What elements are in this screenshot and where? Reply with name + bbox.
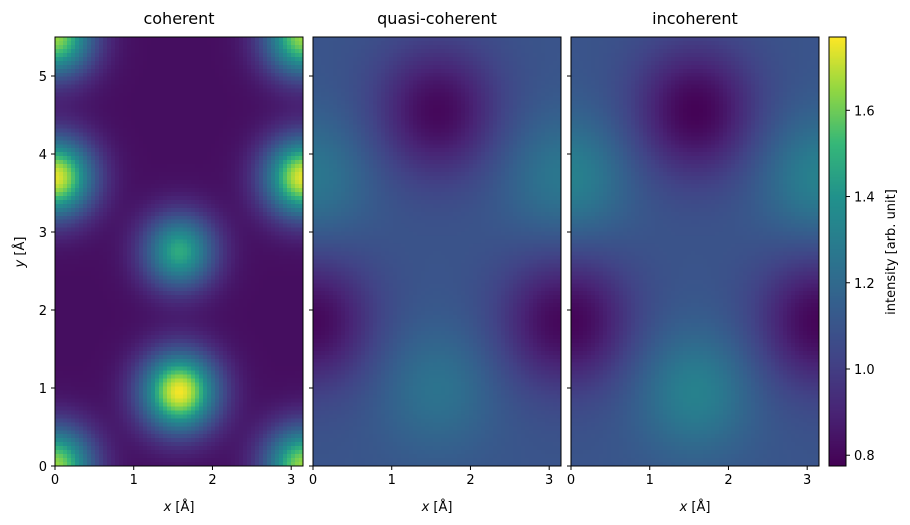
title-coherent: coherent — [143, 9, 214, 28]
xlabel-incoherent: x [Å] — [679, 499, 711, 515]
y-tick-label: 3 — [39, 226, 47, 241]
y-ticks-coherent: 0 1 2 3 4 5 — [39, 70, 55, 475]
x-tick-label: 2 — [466, 473, 474, 488]
x-tick-label: 3 — [545, 473, 553, 488]
y-tick-label: 1 — [39, 382, 47, 397]
title-quasi-coherent: quasi-coherent — [377, 9, 497, 28]
xlabel-coherent: x [Å] — [163, 499, 195, 515]
heatmap-coherent — [55, 37, 303, 466]
colorbar-tick-label: 1.4 — [854, 191, 875, 206]
y-tick-label: 5 — [39, 70, 47, 85]
y-ticks-quasi-coherent — [309, 75, 313, 467]
colorbar-tick-label: 1.2 — [854, 277, 875, 292]
heatmap-incoherent — [571, 37, 819, 466]
panel-frame-incoherent — [570, 36, 820, 467]
colorbar: 0.8 1.0 1.2 1.4 1.6 intensity [arb. unit] — [828, 36, 899, 467]
colorbar-frame — [828, 36, 847, 467]
colorbar-ticks: 0.8 1.0 1.2 1.4 1.6 — [846, 104, 875, 464]
y-tick-label: 4 — [39, 148, 47, 163]
x-tick-label: 1 — [388, 473, 396, 488]
panel-frame-coherent — [54, 36, 304, 467]
panel-quasi-coherent: quasi-coherent x [Å] 0 1 2 3 — [309, 9, 562, 515]
xlabel-quasi-coherent: x [Å] — [421, 499, 453, 515]
title-incoherent: incoherent — [652, 9, 738, 28]
x-tick-label: 0 — [567, 473, 575, 488]
heatmap-quasi-coherent — [313, 37, 561, 466]
panel-frame-quasi-coherent — [312, 36, 562, 467]
x-tick-label: 2 — [208, 473, 216, 488]
y-tick-label: 0 — [39, 460, 47, 475]
colorbar-label: intensity [arb. unit] — [884, 189, 899, 315]
panel-incoherent: incoherent x [Å] 0 1 2 3 — [567, 9, 820, 515]
x-tick-label: 0 — [51, 473, 59, 488]
x-ticks-incoherent: 0 1 2 3 — [567, 466, 811, 488]
x-tick-label: 3 — [803, 473, 811, 488]
x-ticks-coherent: 0 1 2 3 — [51, 466, 295, 488]
colorbar-tick-label: 1.6 — [854, 104, 875, 119]
x-tick-label: 1 — [646, 473, 654, 488]
colorbar-gradient — [829, 37, 846, 466]
colorbar-tick-label: 1.0 — [854, 363, 875, 378]
ylabel-coherent: y [Å] — [12, 237, 28, 269]
x-tick-label: 2 — [724, 473, 732, 488]
colorbar-tick-label: 0.8 — [854, 449, 875, 464]
x-tick-label: 3 — [287, 473, 295, 488]
x-ticks-quasi-coherent: 0 1 2 3 — [309, 466, 553, 488]
y-tick-label: 2 — [39, 304, 47, 319]
panel-coherent: coherent x [Å] y [Å] 0 1 2 3 0 1 2 3 4 5 — [12, 9, 304, 515]
x-tick-label: 1 — [130, 473, 138, 488]
x-tick-label: 0 — [309, 473, 317, 488]
y-ticks-incoherent — [567, 75, 571, 467]
